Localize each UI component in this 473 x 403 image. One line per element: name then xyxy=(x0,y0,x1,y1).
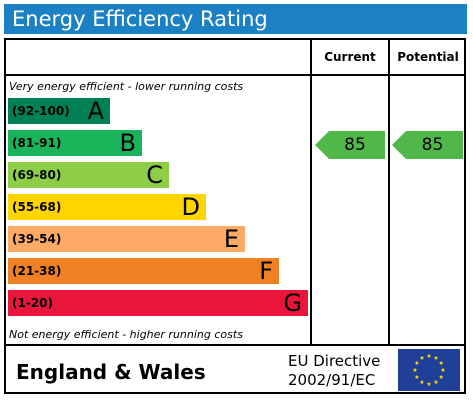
current-rating-value: 85 xyxy=(344,135,366,155)
band-range-label: (1-20) xyxy=(12,296,53,310)
band-letter: A xyxy=(87,97,104,125)
column-header-current: Current xyxy=(324,50,376,64)
band-letter: E xyxy=(223,225,239,253)
footer-rule xyxy=(4,344,466,346)
band-f: (21-38) F xyxy=(8,258,279,284)
band-d: (55-68) D xyxy=(8,194,206,220)
eu-directive: EU Directive 2002/91/EC xyxy=(288,352,380,390)
title-bar: Energy Efficiency Rating xyxy=(4,4,467,34)
band-e: (39-54) E xyxy=(8,226,245,252)
band-a: (92-100) A xyxy=(8,98,110,124)
band-range-label: (69-80) xyxy=(12,168,62,182)
eu-star-icon xyxy=(414,360,420,365)
eu-star-icon xyxy=(414,374,420,379)
band-letter: D xyxy=(181,193,200,221)
eu-flag-icon xyxy=(398,349,460,391)
band-c: (69-80) C xyxy=(8,162,169,188)
band-g: (1-20) G xyxy=(8,290,308,316)
eu-star-icon xyxy=(419,355,425,360)
band-range-label: (21-38) xyxy=(12,264,62,278)
current-arrow-shape xyxy=(315,131,385,159)
header-rule xyxy=(4,74,466,76)
band-range-label: (81-91) xyxy=(12,136,62,150)
divider-potential xyxy=(388,38,390,346)
divider-current xyxy=(310,38,312,346)
band-letter: F xyxy=(259,257,273,285)
eu-star-icon xyxy=(438,374,444,379)
band-range-label: (39-54) xyxy=(12,232,62,246)
page-title: Energy Efficiency Rating xyxy=(12,7,268,31)
eu-star-icon xyxy=(426,381,432,386)
eu-star-icon xyxy=(440,367,446,372)
eu-star-icon xyxy=(433,379,439,385)
band-letter: B xyxy=(119,129,136,157)
potential-rating-arrow: 85 xyxy=(392,131,463,159)
note-efficient: Very energy efficient - lower running co… xyxy=(9,80,244,93)
column-header-potential: Potential xyxy=(397,50,459,64)
eu-star-icon xyxy=(412,367,418,372)
region-label: England & Wales xyxy=(16,360,206,384)
note-inefficient: Not energy efficient - higher running co… xyxy=(9,328,243,341)
potential-rating-value: 85 xyxy=(421,135,444,155)
eu-star-icon xyxy=(433,355,439,360)
rating-frame xyxy=(4,38,466,394)
eu-star-icon xyxy=(438,360,444,365)
eu-directive-line2: 2002/91/EC xyxy=(288,371,376,389)
band-letter: G xyxy=(283,289,302,317)
band-b: (81-91) B xyxy=(8,130,142,156)
eu-star-icon xyxy=(419,379,425,385)
current-rating-arrow: 85 xyxy=(315,131,385,159)
band-range-label: (92-100) xyxy=(12,104,70,118)
band-range-label: (55-68) xyxy=(12,200,62,214)
eu-star-icon xyxy=(426,353,432,358)
potential-arrow-shape xyxy=(392,131,463,159)
eu-directive-line1: EU Directive xyxy=(288,352,381,370)
band-letter: C xyxy=(146,161,163,189)
